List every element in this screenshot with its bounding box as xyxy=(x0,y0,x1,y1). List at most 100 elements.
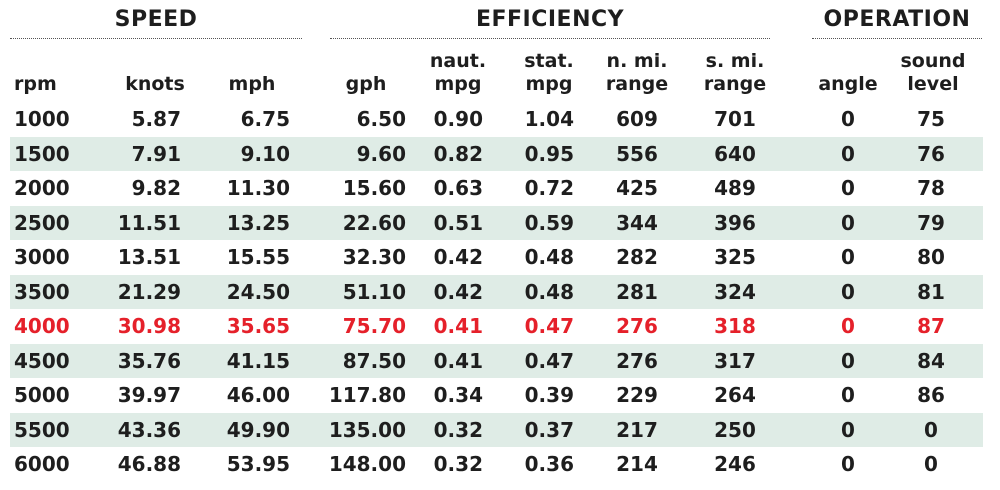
performance-table: 1000 5.87 6.75 6.50 0.90 1.04 609 701 0 75 1500 7.9… xyxy=(10,102,983,482)
table-row-highlighted: 4000 30.98 35.65 75.70 0.41 0.47 276 318 0 87 xyxy=(10,309,983,344)
column-header-text: gph xyxy=(345,73,387,95)
cell-rpm: 3500 xyxy=(14,279,70,304)
cell-naut-mpg: 0.32 xyxy=(433,417,483,442)
column-header-text: mph xyxy=(228,73,276,95)
column-header-mph: mph xyxy=(192,44,312,96)
cell-gph: 15.60 xyxy=(342,176,406,200)
cell-mph: 15.55 xyxy=(226,245,290,269)
column-header-s-mi-range: s. mi. range xyxy=(675,44,795,96)
column-header-text: sound xyxy=(900,50,966,72)
cell-mph: 9.10 xyxy=(240,141,290,166)
cell-stat-mpg: 0.37 xyxy=(524,417,574,442)
cell-n-mi-range: 229 xyxy=(616,383,658,407)
cell-naut-mpg: 0.51 xyxy=(433,210,483,235)
cell-mph: 49.90 xyxy=(226,417,290,442)
cell-naut-mpg: 0.82 xyxy=(433,141,483,166)
cell-knots: 13.51 xyxy=(117,245,181,269)
column-header-stat-mpg: stat. mpg xyxy=(489,44,609,96)
column-header-text: n. mi. xyxy=(606,50,668,72)
cell-gph: 148.00 xyxy=(328,452,406,476)
cell-rpm: 2500 xyxy=(14,210,70,235)
cell-angle: 0 xyxy=(841,210,855,235)
cell-rpm: 5000 xyxy=(14,383,70,407)
cell-sound-level: 0 xyxy=(924,452,938,476)
cell-angle: 0 xyxy=(841,417,855,442)
cell-naut-mpg: 0.41 xyxy=(433,314,483,338)
cell-s-mi-range: 701 xyxy=(714,107,756,131)
cell-mph: 46.00 xyxy=(226,383,290,407)
cell-knots: 21.29 xyxy=(117,279,181,304)
table-row: 6000 46.88 53.95 148.00 0.32 0.36 214 246 0 0 xyxy=(10,447,983,482)
cell-mph: 53.95 xyxy=(226,452,290,476)
cell-naut-mpg: 0.63 xyxy=(433,176,483,200)
cell-angle: 0 xyxy=(841,314,855,338)
cell-n-mi-range: 282 xyxy=(616,245,658,269)
cell-mph: 35.65 xyxy=(226,314,290,338)
table-row: 5500 43.36 49.90 135.00 0.32 0.37 217 250 0 0 xyxy=(10,412,983,447)
cell-n-mi-range: 609 xyxy=(616,107,658,131)
cell-s-mi-range: 640 xyxy=(714,141,756,166)
cell-angle: 0 xyxy=(841,383,855,407)
column-header-text: stat. xyxy=(524,50,574,72)
group-divider xyxy=(812,38,982,39)
cell-stat-mpg: 0.48 xyxy=(524,245,574,269)
cell-rpm: 6000 xyxy=(14,452,70,476)
cell-angle: 0 xyxy=(841,452,855,476)
cell-s-mi-range: 325 xyxy=(714,245,756,269)
column-header-knots: knots xyxy=(95,44,215,96)
column-header-n-mi-range: n. mi. range xyxy=(577,44,697,96)
cell-angle: 0 xyxy=(841,107,855,131)
group-header-operation: OPERATION xyxy=(812,4,982,40)
column-header-text: range xyxy=(605,73,669,95)
cell-knots: 43.36 xyxy=(117,417,181,442)
cell-n-mi-range: 217 xyxy=(616,417,658,442)
cell-n-mi-range: 276 xyxy=(616,314,658,338)
cell-gph: 22.60 xyxy=(342,210,406,235)
cell-angle: 0 xyxy=(841,348,855,373)
column-header-rpm: rpm xyxy=(14,44,57,96)
group-header-speed: SPEED xyxy=(10,4,302,40)
cell-naut-mpg: 0.90 xyxy=(433,107,483,131)
cell-sound-level: 81 xyxy=(917,279,945,304)
cell-naut-mpg: 0.42 xyxy=(433,245,483,269)
cell-naut-mpg: 0.34 xyxy=(433,383,483,407)
cell-s-mi-range: 246 xyxy=(714,452,756,476)
cell-s-mi-range: 489 xyxy=(714,176,756,200)
cell-n-mi-range: 425 xyxy=(616,176,658,200)
cell-gph: 6.50 xyxy=(356,107,406,131)
cell-s-mi-range: 324 xyxy=(714,279,756,304)
cell-rpm: 1000 xyxy=(14,107,70,131)
column-header-naut-mpg: naut. mpg xyxy=(398,44,518,96)
column-header-text: knots xyxy=(125,73,185,95)
cell-s-mi-range: 250 xyxy=(714,417,756,442)
cell-rpm: 4000 xyxy=(14,314,70,338)
cell-gph: 51.10 xyxy=(342,279,406,304)
table-row: 1000 5.87 6.75 6.50 0.90 1.04 609 701 0 75 xyxy=(10,102,983,137)
column-header-text: s. mi. xyxy=(705,50,765,72)
cell-n-mi-range: 281 xyxy=(616,279,658,304)
table-row: 2000 9.82 11.30 15.60 0.63 0.72 425 489 0 78 xyxy=(10,171,983,206)
cell-stat-mpg: 0.36 xyxy=(524,452,574,476)
column-header-text: rpm xyxy=(14,73,57,95)
cell-angle: 0 xyxy=(841,279,855,304)
cell-rpm: 3000 xyxy=(14,245,70,269)
cell-s-mi-range: 317 xyxy=(714,348,756,373)
cell-n-mi-range: 214 xyxy=(616,452,658,476)
cell-knots: 7.91 xyxy=(131,141,181,166)
cell-stat-mpg: 1.04 xyxy=(524,107,574,131)
cell-rpm: 4500 xyxy=(14,348,70,373)
cell-rpm: 5500 xyxy=(14,417,70,442)
cell-knots: 9.82 xyxy=(131,176,181,200)
cell-naut-mpg: 0.32 xyxy=(433,452,483,476)
cell-knots: 30.98 xyxy=(117,314,181,338)
cell-gph: 117.80 xyxy=(328,383,406,407)
cell-sound-level: 86 xyxy=(917,383,945,407)
cell-s-mi-range: 396 xyxy=(714,210,756,235)
cell-stat-mpg: 0.95 xyxy=(524,141,574,166)
cell-sound-level: 79 xyxy=(917,210,945,235)
cell-sound-level: 80 xyxy=(917,245,945,269)
cell-gph: 9.60 xyxy=(356,141,406,166)
table-row: 3000 13.51 15.55 32.30 0.42 0.48 282 325 0 80 xyxy=(10,240,983,275)
cell-knots: 39.97 xyxy=(117,383,181,407)
column-header-text: naut. xyxy=(429,50,487,72)
